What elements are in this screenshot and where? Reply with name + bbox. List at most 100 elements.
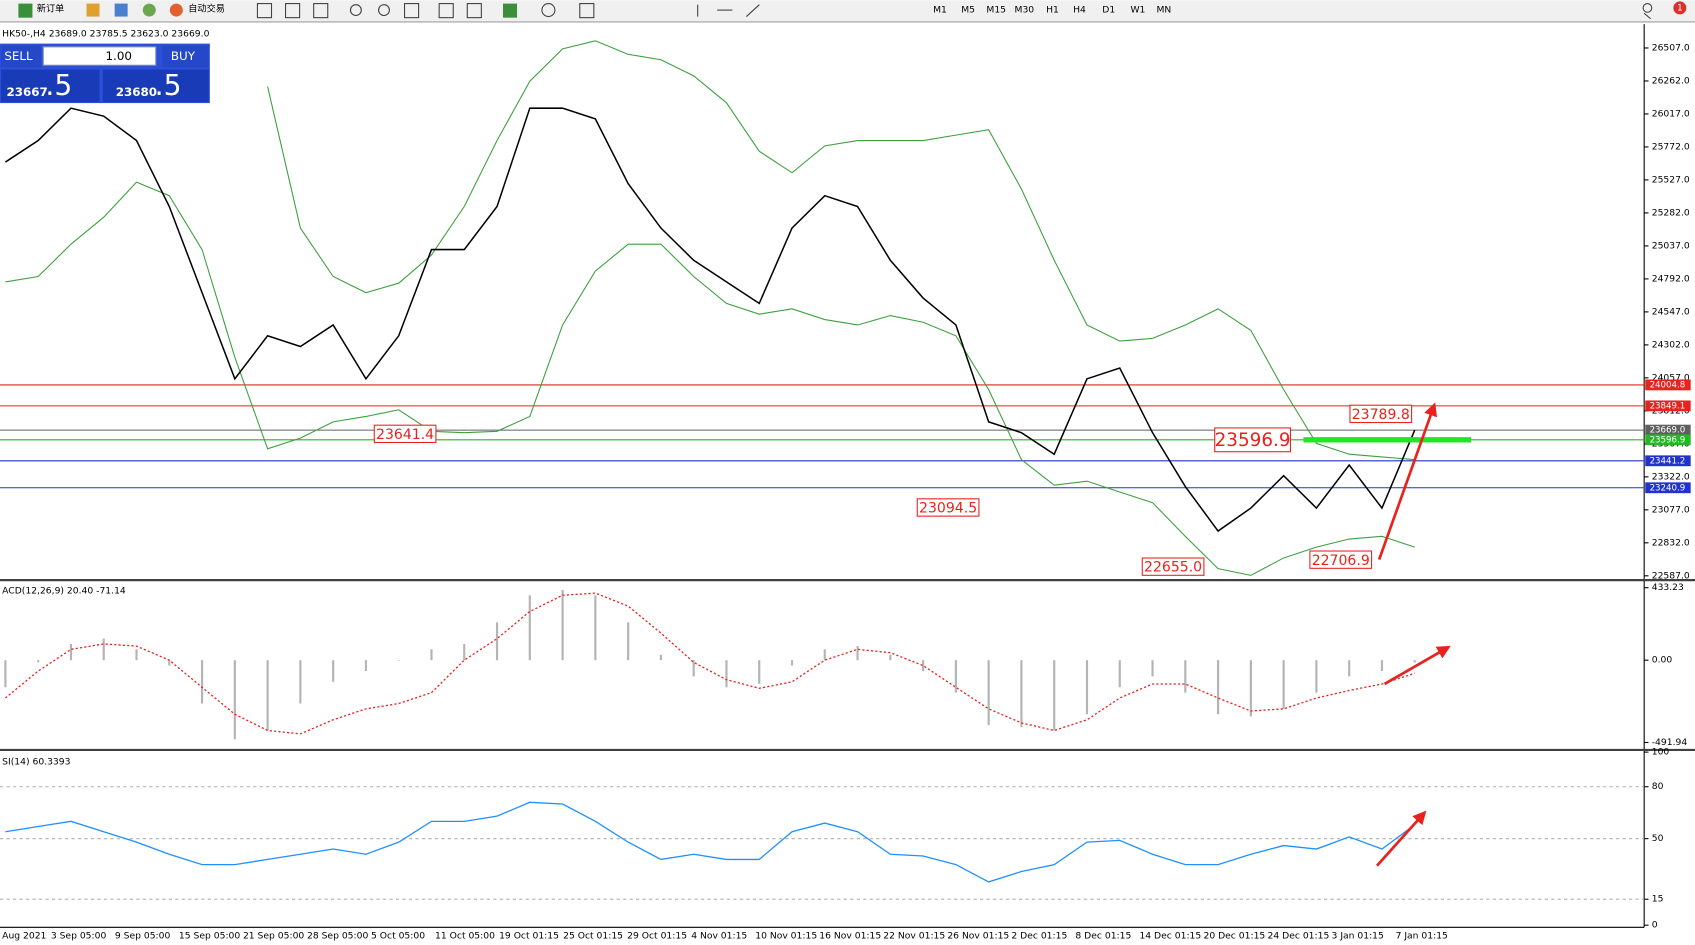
timeframe-button[interactable]: M1	[933, 5, 947, 16]
macd-bar	[397, 660, 400, 661]
macd-bar	[627, 622, 630, 661]
sell-button[interactable]	[1, 45, 42, 68]
y-tick-label: 24302.0	[1652, 339, 1690, 350]
timeframes: M1 M5 M15 M30 H1 H4 D1 W1 MN	[933, 5, 1171, 16]
macd-bar	[528, 595, 531, 661]
x-tick-label: 4 Nov 01:15	[691, 931, 747, 942]
x-tick-label: 5 Oct 05:00	[371, 931, 425, 942]
ask-fraction[interactable]: .5	[155, 69, 182, 102]
ask-box[interactable]	[102, 69, 209, 103]
macd-bar	[659, 654, 662, 661]
timeframe-button[interactable]: H4	[1073, 5, 1086, 16]
timeframe-button[interactable]: M30	[1015, 5, 1035, 16]
toolbar-icon[interactable]	[86, 3, 100, 17]
price-line-series	[4, 107, 1416, 533]
tool-icon[interactable]	[285, 3, 301, 19]
one-click-panel: SELL 1.00 BUY 23667 .5 23680 .5	[0, 43, 210, 104]
macd-bar	[987, 660, 990, 726]
y-tick-label: 26017.0	[1652, 108, 1690, 119]
template-icon[interactable]	[579, 3, 595, 19]
timeframe-button[interactable]: M5	[961, 5, 975, 16]
timeframe-button[interactable]: M15	[986, 5, 1006, 16]
notification-badge[interactable]	[1673, 1, 1687, 15]
bid-box[interactable]	[1, 69, 100, 103]
x-tick-label: 16 Nov 01:15	[819, 931, 881, 942]
timeframe-button[interactable]: W1	[1130, 5, 1145, 16]
macd-bar	[1249, 660, 1252, 717]
new-order-button[interactable]: 新订单	[37, 2, 65, 14]
price-label-bg	[1645, 455, 1691, 467]
price-label-bg	[1645, 379, 1691, 391]
macd-bar	[758, 660, 761, 684]
price-annotation: 23596.9	[1215, 430, 1291, 451]
toolbar-icon[interactable]	[142, 3, 156, 17]
macd-bar	[1118, 660, 1121, 688]
timeframe-button[interactable]: H1	[1046, 5, 1059, 16]
macd-bar	[1380, 660, 1384, 672]
macd-bar	[69, 643, 73, 661]
buy-label[interactable]: BUY	[171, 49, 196, 63]
tool-icon[interactable]	[256, 3, 273, 19]
search-icon[interactable]	[1643, 12, 1651, 20]
y-tick-label: 23322.0	[1652, 471, 1690, 482]
indicator-title: SI(14) 60.3393	[2, 756, 70, 767]
y-tick-label: 433.23	[1652, 582, 1684, 593]
macd-bar	[1315, 660, 1318, 693]
macd-bar	[561, 589, 564, 661]
price-annotation: 23789.8	[1352, 407, 1410, 423]
auto-trading-button[interactable]: 自动交易	[188, 2, 225, 14]
price-label: 23669.0	[1650, 426, 1686, 436]
y-tick-label: 0	[1652, 920, 1658, 931]
x-tick-label: 11 Oct 05:00	[435, 931, 495, 942]
toolbar-tools	[256, 3, 1653, 20]
bid-fraction[interactable]: .5	[45, 69, 72, 102]
macd-bar	[954, 660, 957, 693]
x-tick-label: 8 Dec 01:15	[1075, 931, 1131, 942]
price-label: 23849.1	[1650, 401, 1686, 411]
zoom-in-icon[interactable]	[349, 4, 362, 17]
bollinger-upper	[267, 40, 1415, 461]
timeframe-button[interactable]: MN	[1156, 5, 1171, 16]
bid-price[interactable]: 23667	[6, 85, 47, 99]
indicator-title: HK50-,H4 23689.0 23785.5 23623.0 23669.0	[2, 28, 209, 39]
buy-button[interactable]	[162, 45, 209, 68]
arrow	[1383, 645, 1451, 686]
macd-bar	[135, 649, 138, 661]
macd-bar	[168, 660, 171, 666]
tool-icon[interactable]	[404, 3, 420, 19]
price-label-bg	[1645, 434, 1691, 446]
chart-window	[0, 24, 1695, 945]
tool-icon[interactable]	[313, 3, 329, 19]
y-tick-label: 50	[1652, 833, 1664, 844]
tool-icon[interactable]	[438, 3, 454, 19]
sell-label[interactable]: SELL	[4, 49, 33, 63]
zoom-out-icon[interactable]	[378, 4, 390, 17]
timeframe-button[interactable]: D1	[1102, 5, 1115, 16]
lot-input[interactable]	[42, 46, 157, 66]
y-tick-label: 26507.0	[1652, 42, 1690, 53]
lot-value[interactable]: 1.00	[106, 49, 132, 63]
x-tick-label: 9 Sep 05:00	[115, 931, 171, 942]
period-icon[interactable]	[541, 3, 556, 18]
y-tick-label: 25282.0	[1652, 207, 1690, 218]
new-order-icon[interactable]	[18, 3, 33, 18]
y-tick-label: -491.94	[1652, 737, 1688, 748]
trendline-tool[interactable]	[745, 4, 760, 17]
macd-bar	[1151, 660, 1154, 677]
price-annotation-box	[1214, 427, 1291, 453]
macd-bar	[233, 660, 236, 740]
tool-icon[interactable]	[466, 3, 482, 19]
toolbar-icon[interactable]	[114, 3, 128, 17]
auto-trading-icon[interactable]	[169, 3, 183, 17]
y-tick-label: 0.00	[1652, 655, 1673, 666]
macd-bar	[430, 649, 433, 661]
x-tick-label: 14 Dec 01:15	[1139, 931, 1201, 942]
macd-bar	[495, 622, 499, 661]
y-tick-label: 25772.0	[1652, 141, 1690, 152]
ask-price[interactable]: 23680	[116, 85, 157, 99]
indicators-icon[interactable]	[502, 3, 518, 18]
search-icon[interactable]	[1642, 3, 1653, 13]
macd-bar	[1053, 660, 1056, 731]
macd-bar	[1217, 660, 1220, 715]
